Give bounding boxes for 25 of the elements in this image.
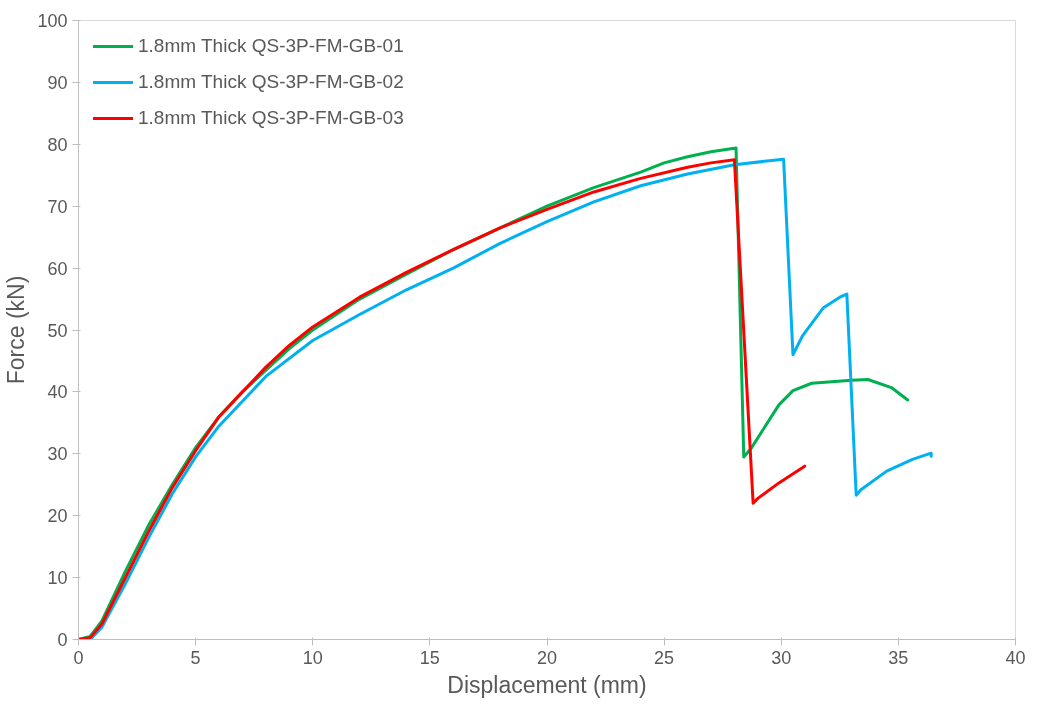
y-tick-label: 40 [47, 382, 68, 403]
x-tick-label: 35 [888, 647, 909, 668]
x-tick-label: 10 [302, 647, 323, 668]
y-tick-label: 20 [47, 506, 68, 527]
y-tick-label: 80 [47, 134, 68, 155]
y-tick-label: 60 [47, 258, 68, 279]
y-tick-label: 30 [47, 444, 68, 465]
legend-label: 1.8mm Thick QS-3P-FM-GB-01 [138, 35, 404, 57]
y-tick-label: 50 [47, 320, 68, 341]
x-tick-label: 15 [419, 647, 440, 668]
y-axis-title: Force (kN) [3, 275, 30, 385]
x-tick-label: 20 [536, 647, 558, 668]
y-tick-label: 0 [57, 630, 68, 650]
y-tick-label: 10 [47, 568, 68, 589]
x-axis-title: Displacement (mm) [447, 671, 647, 698]
x-tick-label: 40 [1005, 647, 1026, 668]
y-tick-label: 90 [47, 72, 68, 93]
y-tick-label: 70 [47, 196, 68, 217]
legend-label: 1.8mm Thick QS-3P-FM-GB-03 [138, 107, 404, 129]
x-tick-label: 5 [190, 647, 201, 668]
x-tick-label: 25 [654, 647, 675, 668]
x-tick-label: 30 [771, 647, 792, 668]
x-tick-label: 0 [73, 647, 84, 668]
legend-label: 1.8mm Thick QS-3P-FM-GB-02 [138, 71, 404, 93]
y-tick-label: 100 [37, 11, 68, 31]
